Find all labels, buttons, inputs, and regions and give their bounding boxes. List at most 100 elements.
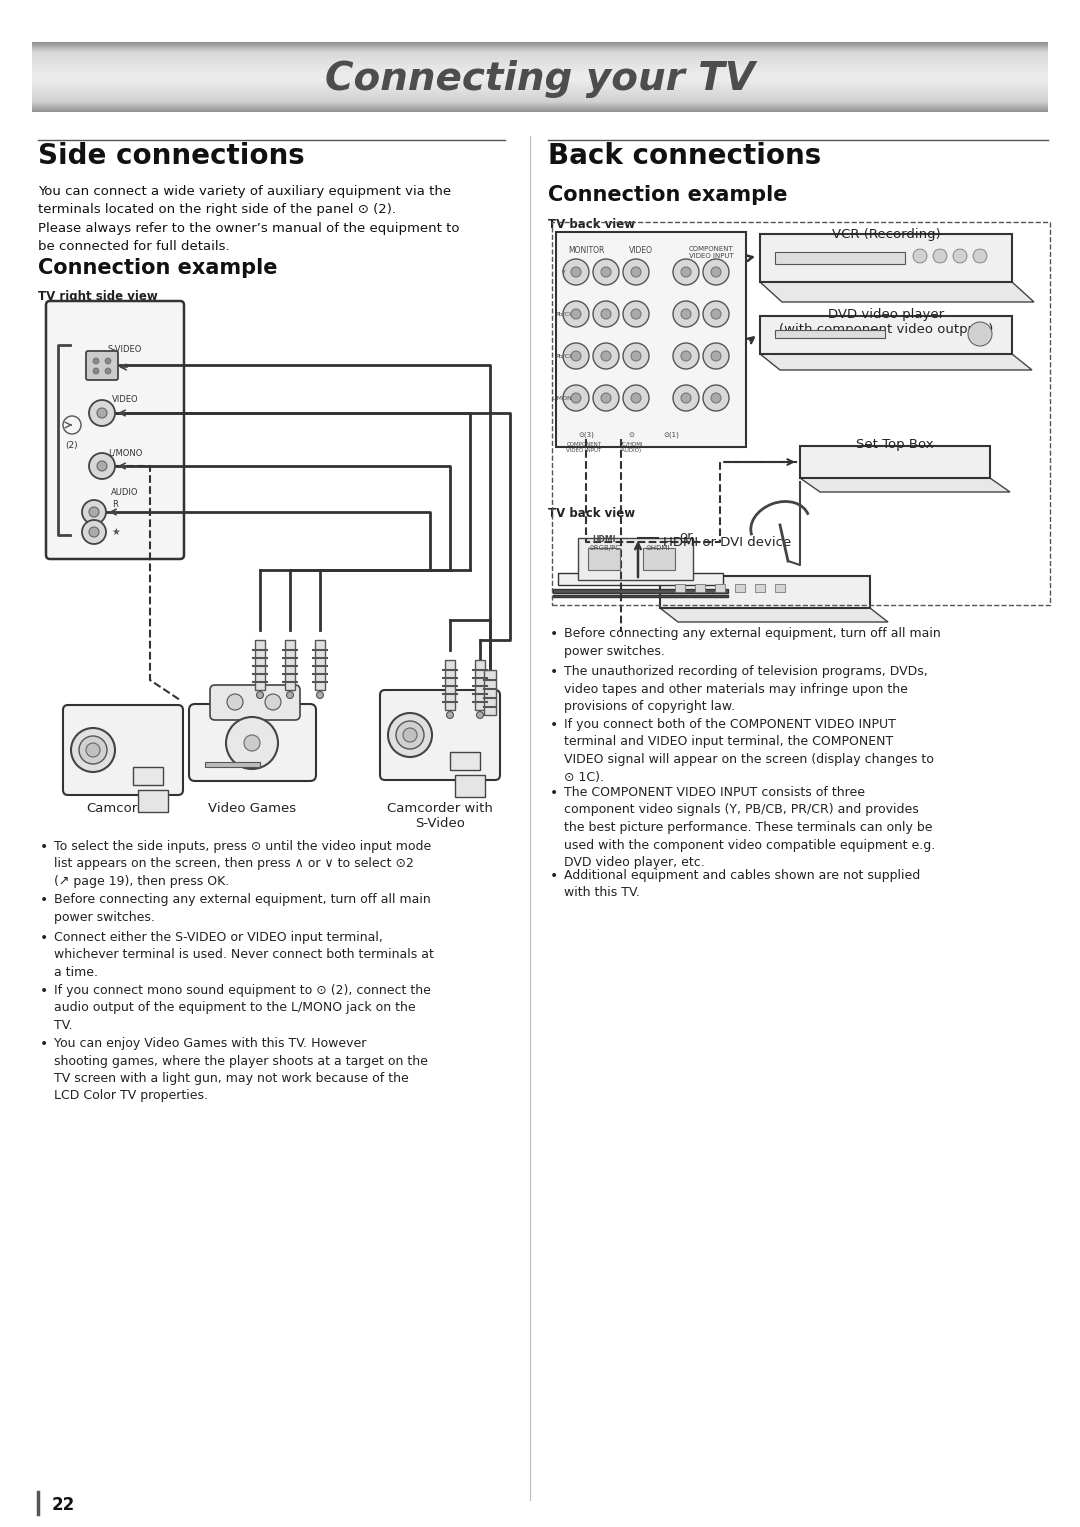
Circle shape [316,692,324,698]
Text: Additional equipment and cables shown are not supplied
with this TV.: Additional equipment and cables shown ar… [564,869,920,899]
Text: MONITOR: MONITOR [568,246,604,255]
Circle shape [93,368,99,374]
Circle shape [711,392,721,403]
Text: L/MONO: L/MONO [551,395,577,400]
Bar [675,583,685,592]
Text: DVD video player
(with component video outputs): DVD video player (with component video o… [779,308,994,336]
Circle shape [97,408,107,418]
Text: COMPONENT
VIDEO INPUT: COMPONENT VIDEO INPUT [566,441,602,454]
Bar [660,576,870,608]
FancyBboxPatch shape [63,705,183,796]
Text: VIDEO: VIDEO [629,246,653,255]
Bar [775,252,905,264]
Text: The COMPONENT VIDEO INPUT consists of three
component video signals (Y, PB/CB, P: The COMPONENT VIDEO INPUT consists of th… [564,786,935,869]
Circle shape [711,351,721,360]
Circle shape [703,344,729,370]
Text: Video Games: Video Games [208,802,296,815]
Text: •: • [40,893,49,907]
Text: •: • [40,931,49,945]
Text: TV back view: TV back view [548,218,635,231]
Circle shape [673,301,699,327]
Circle shape [711,308,721,319]
Text: ⊙RGB/PC: ⊙RGB/PC [588,545,620,551]
Circle shape [631,267,642,276]
Bar [715,583,725,592]
Text: •: • [40,983,49,999]
Circle shape [86,744,100,757]
FancyBboxPatch shape [86,351,118,380]
Text: VIDEO: VIDEO [111,395,138,405]
Circle shape [593,301,619,327]
Circle shape [623,260,649,286]
Text: •: • [550,664,558,680]
Bar [553,589,728,592]
Text: Y: Y [562,269,566,275]
Circle shape [403,728,417,742]
Text: Connection example: Connection example [38,258,278,278]
Circle shape [600,351,611,360]
Circle shape [89,507,99,518]
Bar [138,789,168,812]
Circle shape [973,249,987,263]
Circle shape [79,736,107,764]
Text: ⊙: ⊙ [629,432,634,438]
Text: Before connecting any external equipment, turn off all main
power switches.: Before connecting any external equipment… [564,628,941,658]
Bar [450,751,480,770]
Circle shape [563,344,589,370]
Circle shape [953,249,967,263]
Text: •: • [550,628,558,641]
Text: You can enjoy Video Games with this TV. However
shooting games, where the player: You can enjoy Video Games with this TV. … [54,1037,428,1102]
Circle shape [105,368,111,374]
Bar [735,583,745,592]
Text: R: R [112,499,118,508]
Text: Side connections: Side connections [38,142,305,169]
Circle shape [226,718,278,770]
Bar [696,583,705,592]
Text: Camcorder with
S-Video: Camcorder with S-Video [387,802,492,831]
Circle shape [703,260,729,286]
Text: Please always refer to the owner’s manual of the equipment to
be connected for f: Please always refer to the owner’s manua… [38,221,459,253]
Bar [558,573,723,585]
Circle shape [105,357,111,363]
Text: L/MONO: L/MONO [108,447,143,457]
Circle shape [82,521,106,544]
Circle shape [265,693,281,710]
Bar [445,660,455,710]
Circle shape [93,357,99,363]
Text: Camcorder: Camcorder [86,802,160,815]
Text: 22: 22 [52,1496,76,1513]
Circle shape [673,385,699,411]
FancyBboxPatch shape [380,690,500,780]
Circle shape [711,267,721,276]
Text: Pb/Cb: Pb/Cb [555,312,573,316]
Text: VCR (Recording): VCR (Recording) [832,228,941,241]
Bar [205,762,260,767]
Circle shape [681,392,691,403]
Polygon shape [760,354,1032,370]
Text: AUDIO: AUDIO [111,489,138,496]
Text: or: or [679,530,692,544]
Circle shape [681,267,691,276]
Circle shape [673,260,699,286]
Bar [455,776,485,797]
Text: COMPONENT
VIDEO INPUT: COMPONENT VIDEO INPUT [689,246,733,260]
Text: Back connections: Back connections [548,142,821,169]
Circle shape [593,260,619,286]
Bar [775,583,785,592]
Circle shape [703,301,729,327]
Text: L: L [92,499,96,508]
Bar [643,548,675,570]
Circle shape [673,344,699,370]
Circle shape [244,734,260,751]
Text: (2): (2) [66,441,79,450]
Text: Connection example: Connection example [548,185,787,205]
Circle shape [600,308,611,319]
Bar [553,596,728,597]
Bar [475,660,485,710]
Circle shape [623,385,649,411]
Bar [760,316,1012,354]
Circle shape [681,351,691,360]
Bar [255,640,265,690]
Circle shape [227,693,243,710]
Text: Connect either the S-VIDEO or VIDEO input terminal,
whichever terminal is used. : Connect either the S-VIDEO or VIDEO inpu… [54,931,434,979]
